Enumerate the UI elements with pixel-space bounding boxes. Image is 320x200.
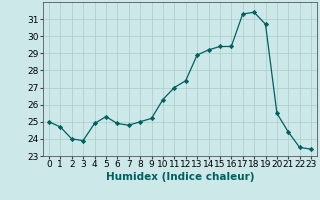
X-axis label: Humidex (Indice chaleur): Humidex (Indice chaleur) [106,172,254,182]
